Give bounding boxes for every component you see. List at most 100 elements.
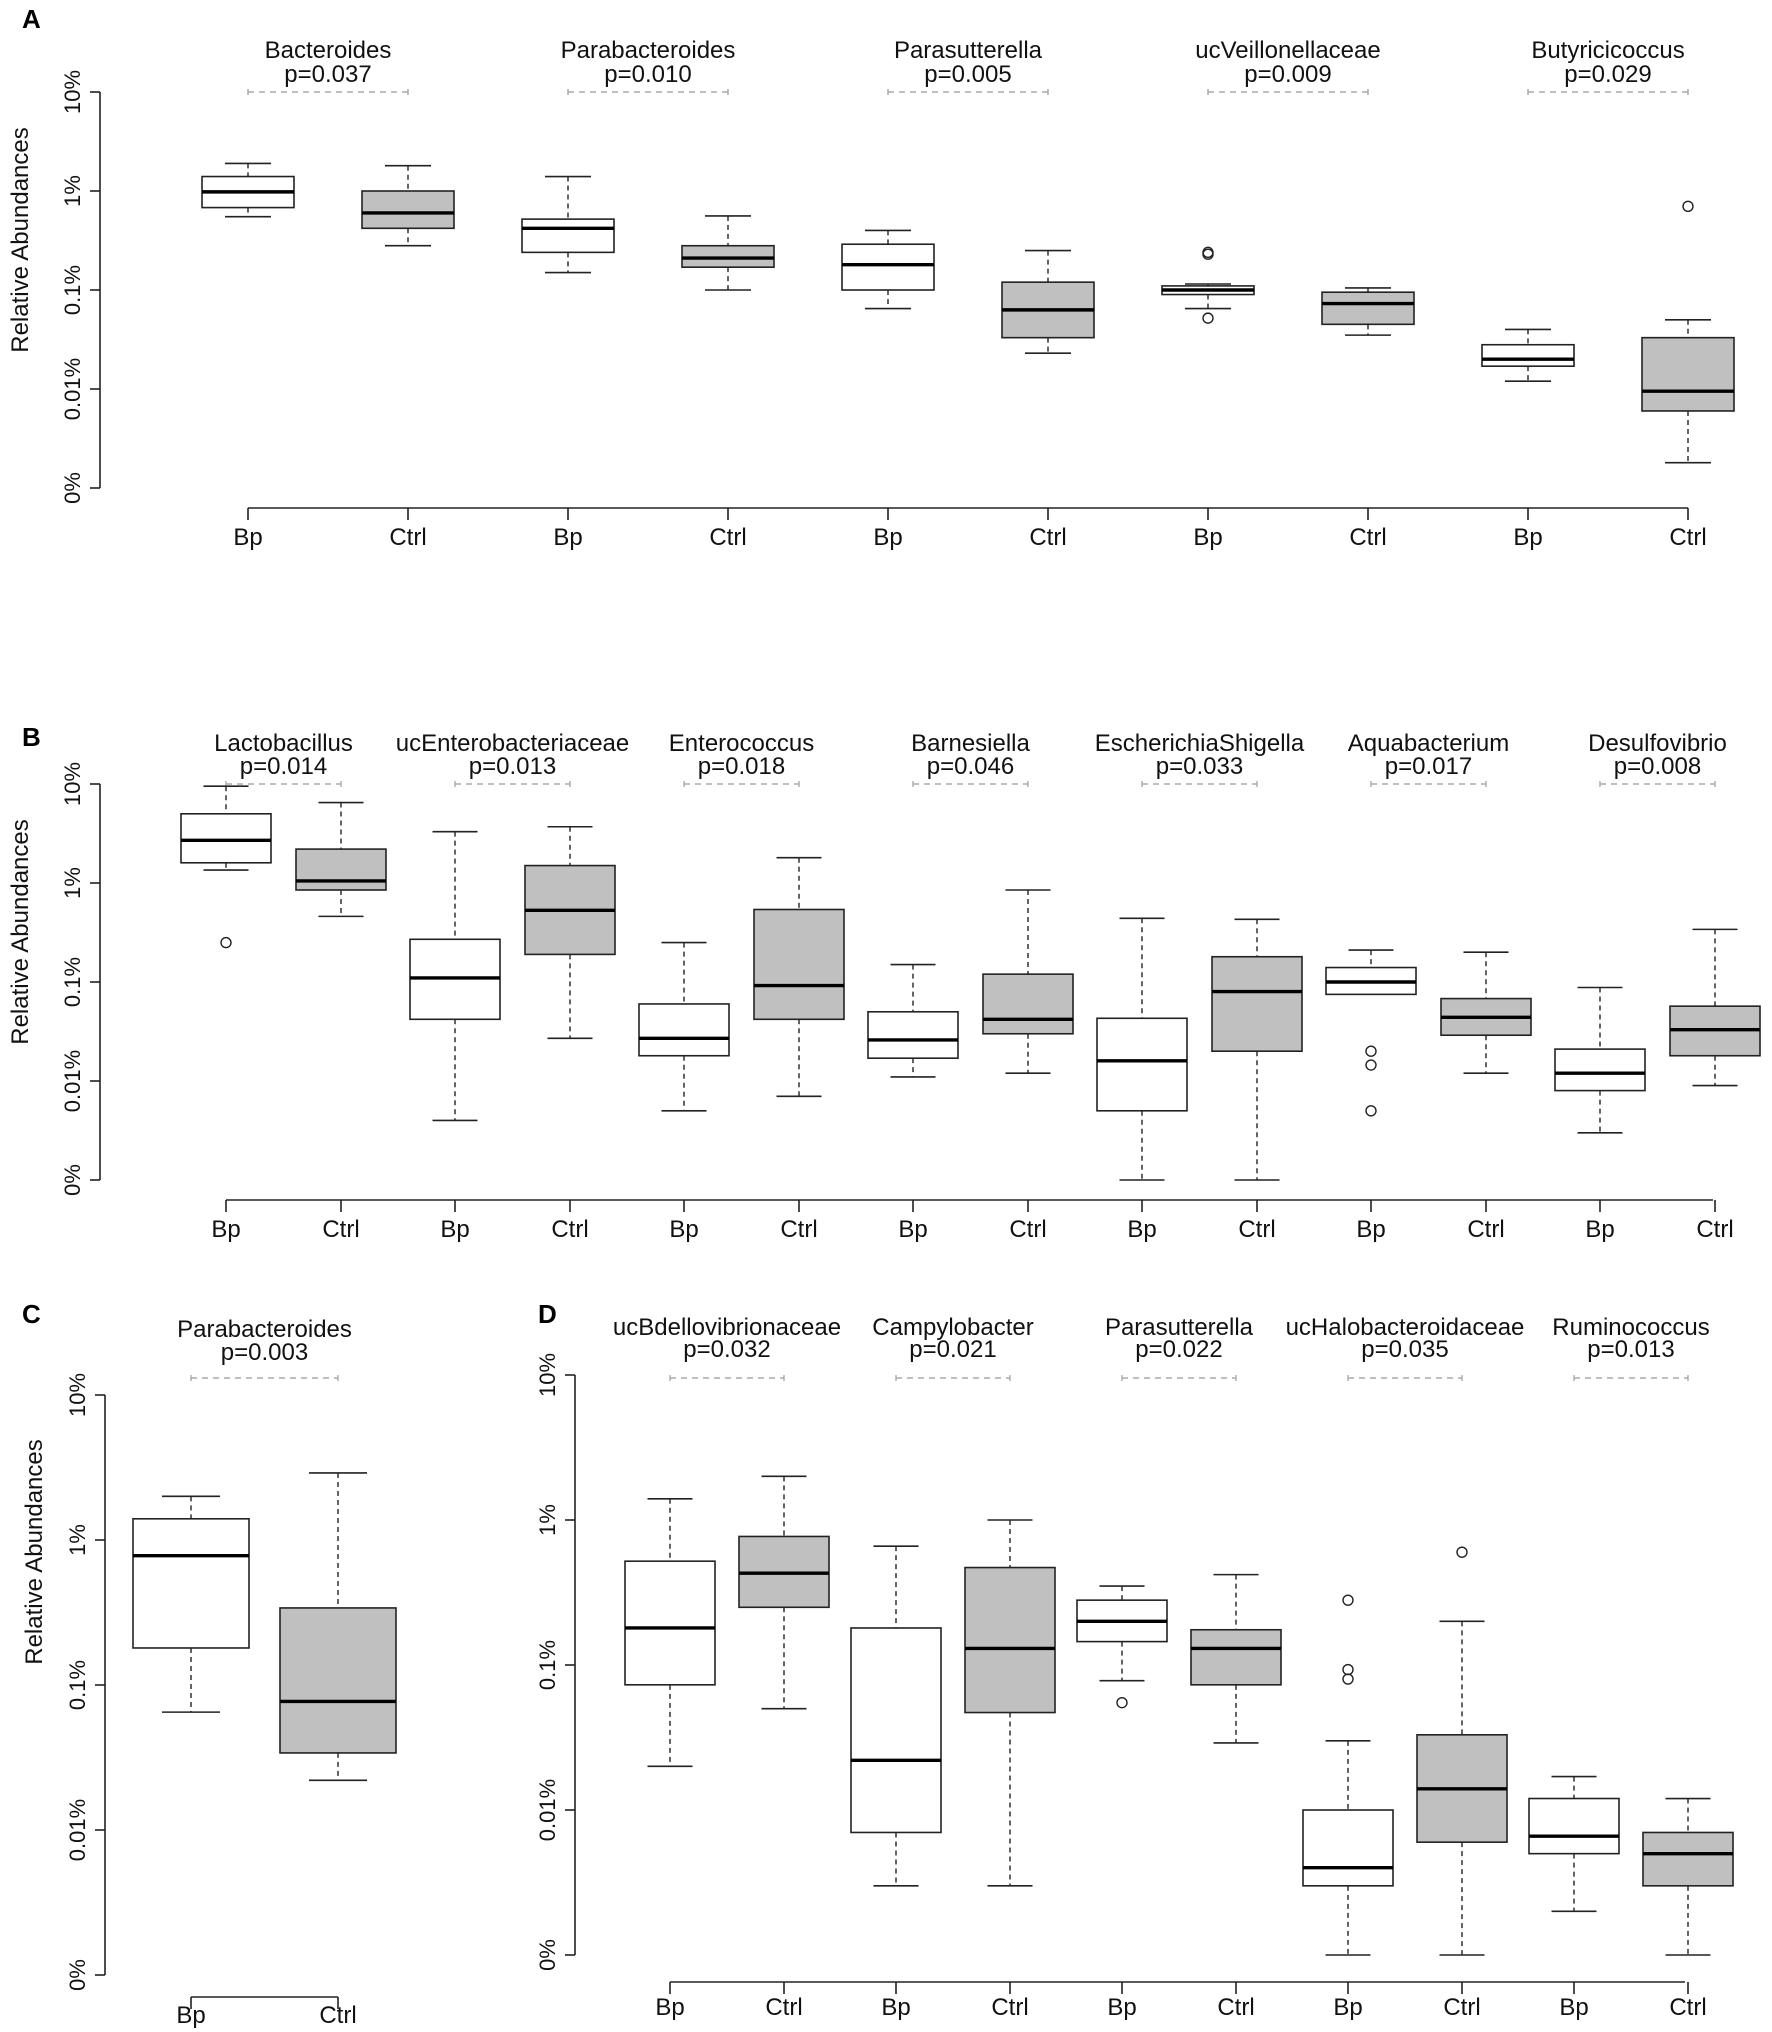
y-tick-label: 1% [535, 1504, 560, 1536]
outlier-point [1682, 200, 1694, 213]
outlier-point [1365, 1045, 1377, 1057]
y-tick-label: 0% [60, 1164, 85, 1196]
outlier-point [1202, 312, 1214, 324]
y-tick-label: 0.1% [60, 957, 85, 1007]
group-label-ctrl: Ctrl [1029, 524, 1066, 551]
y-tick-label: 0.01% [60, 358, 85, 420]
box-bp [409, 830, 501, 1122]
p-value-label: p=0.009 [1244, 61, 1331, 88]
group-label-ctrl: Ctrl [780, 1216, 817, 1243]
group-label-ctrl: Ctrl [709, 524, 746, 551]
taxon-label: ucBdellovibrionaceae [613, 1314, 841, 1341]
panel-letter: A [22, 4, 41, 34]
p-value-label: p=0.021 [909, 1336, 996, 1363]
y-tick-label: 1% [65, 1524, 90, 1556]
group-label-bp: Bp [1356, 1216, 1385, 1243]
group-label-ctrl: Ctrl [1467, 1216, 1504, 1243]
group-label-ctrl: Ctrl [1443, 1994, 1480, 2021]
box-iqr [132, 1518, 250, 1649]
group-label-bp: Bp [440, 1216, 469, 1243]
box-iqr [1096, 1017, 1188, 1112]
taxon-label: Butyricicoccus [1531, 37, 1684, 64]
box-iqr [867, 1011, 959, 1059]
box-ctrl [964, 1519, 1056, 1887]
box-bp [1325, 949, 1417, 1117]
box-ctrl [1001, 249, 1095, 354]
outlier-point [1365, 1059, 1377, 1071]
p-value-label: p=0.037 [284, 61, 371, 88]
box-iqr [361, 190, 455, 230]
outlier-point [1456, 1546, 1468, 1558]
outlier-point [1342, 1594, 1354, 1606]
group-label-ctrl: Ctrl [765, 1994, 802, 2021]
group-label-ctrl: Ctrl [389, 524, 426, 551]
p-value-label: p=0.014 [240, 753, 327, 780]
outlier-point [220, 936, 232, 949]
box-bp [1161, 246, 1255, 324]
box-bp [201, 162, 295, 218]
box-bp [1528, 1775, 1620, 1913]
p-value-label: p=0.032 [683, 1336, 770, 1363]
box-ctrl [1641, 200, 1735, 464]
p-value-label: p=0.008 [1614, 753, 1701, 780]
box-ctrl [681, 215, 775, 291]
panel-c: C 0% 0.01% 0.1% 1% 10% Relative Abundances Para… [21, 1299, 397, 2029]
box-bp [638, 941, 730, 1112]
group-label-bp: Bp [211, 1216, 240, 1243]
group-label-bp: Bp [873, 524, 902, 551]
panel-letter: D [538, 1299, 557, 1329]
group-label-ctrl: Ctrl [551, 1216, 588, 1243]
box-ctrl [1416, 1546, 1508, 1956]
y-tick-label: 10% [60, 762, 85, 806]
y-axis-label: Relative Abundances [7, 127, 34, 353]
group-label-ctrl: Ctrl [1217, 1994, 1254, 2021]
taxon-label: Parasutterella [894, 37, 1043, 64]
box-ctrl [1642, 1797, 1734, 1956]
y-tick-label: 1% [60, 175, 85, 207]
taxon-label: Bacteroides [265, 37, 392, 64]
group-label-bp: Bp [1513, 524, 1542, 551]
p-value-label: p=0.013 [1587, 1336, 1674, 1363]
group-label-ctrl: Ctrl [322, 1216, 359, 1243]
box-ctrl [1211, 918, 1303, 1181]
group-label-bp: Bp [1107, 1994, 1136, 2021]
box-iqr [521, 218, 615, 254]
box-ctrl [753, 856, 845, 1098]
box-bp [850, 1545, 942, 1887]
group-label-ctrl: Ctrl [1349, 524, 1386, 551]
taxon-label: Parabacteroides [177, 1316, 352, 1343]
box-iqr [1211, 955, 1303, 1052]
group-label-ctrl: Ctrl [1238, 1216, 1275, 1243]
group-label-bp: Bp [1559, 1994, 1588, 2021]
group-label-ctrl: Ctrl [1696, 1216, 1733, 1243]
group-label-ctrl: Ctrl [1669, 1994, 1706, 2021]
taxon-label: Barnesiella [911, 730, 1030, 757]
taxon-label: EscherichiaShigella [1095, 730, 1305, 757]
group-label-bp: Bp [176, 2002, 205, 2029]
p-value-label: p=0.022 [1135, 1336, 1222, 1363]
y-tick-label: 0.01% [65, 1799, 90, 1861]
box-bp [1302, 1594, 1394, 1956]
box-bp [180, 785, 272, 949]
box-ctrl [1190, 1573, 1282, 1744]
box-ctrl [361, 164, 455, 247]
p-value-label: p=0.005 [924, 61, 1011, 88]
box-iqr [982, 973, 1074, 1035]
box-iqr [1642, 1831, 1734, 1887]
box-iqr [1528, 1797, 1620, 1855]
group-label-ctrl: Ctrl [1009, 1216, 1046, 1243]
outlier-point [1342, 1673, 1354, 1685]
y-tick-label: 10% [535, 1353, 560, 1397]
box-bp [867, 963, 959, 1078]
group-label-bp: Bp [1193, 524, 1222, 551]
